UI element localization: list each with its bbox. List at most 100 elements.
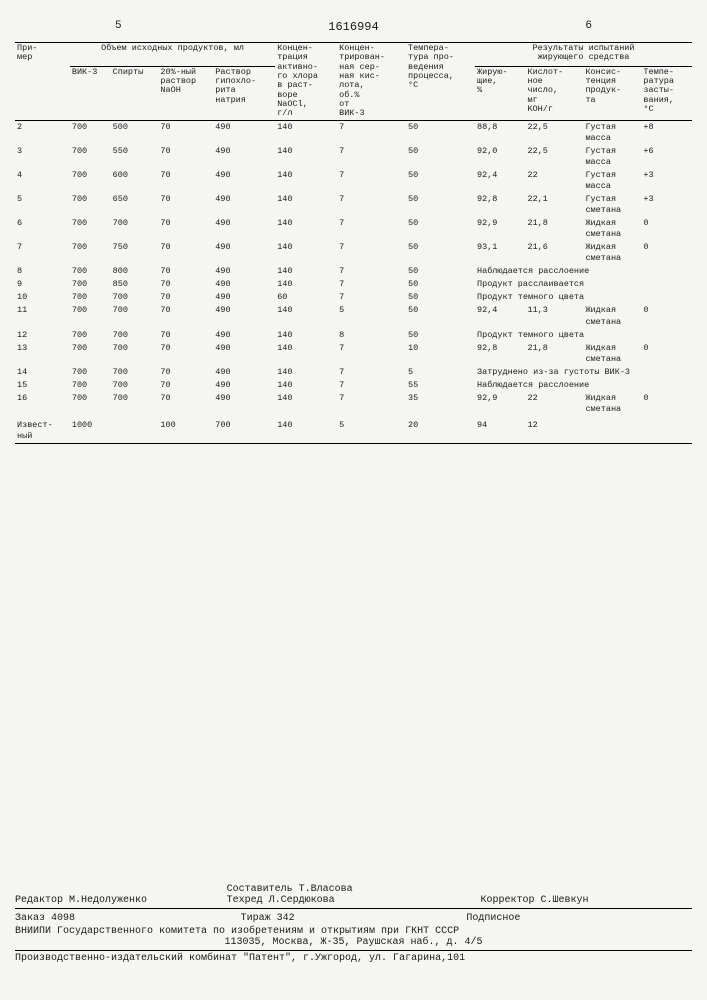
- table-cell: 700: [70, 379, 111, 392]
- table-cell: 490: [213, 278, 275, 291]
- table-cell: 92,9: [475, 217, 525, 241]
- table-cell: 700: [70, 120, 111, 145]
- table-cell: 490: [213, 342, 275, 366]
- page-left: 5: [115, 20, 122, 32]
- table-row: 77007507049014075093,121,6Жидкая сметана…: [15, 241, 692, 265]
- table-note-cell: Продукт темного цвета: [475, 291, 692, 304]
- table-cell: 92,9: [475, 392, 525, 416]
- table-cell: 800: [111, 265, 159, 278]
- table-cell: 0: [641, 392, 692, 416]
- table-row: 167007007049014073592,922Жидкая сметана0: [15, 392, 692, 416]
- table-cell: 700: [70, 265, 111, 278]
- table-cell: Жидкая сметана: [583, 392, 641, 416]
- table-cell: 5: [337, 304, 406, 328]
- table-cell: Жидкая сметана: [583, 342, 641, 366]
- table-cell: 50: [406, 120, 475, 145]
- table-cell: 7: [337, 265, 406, 278]
- table-cell: 700: [111, 217, 159, 241]
- table-cell: 92,8: [475, 342, 525, 366]
- table-cell: [583, 416, 641, 444]
- table-cell: 650: [111, 193, 159, 217]
- table-cell: 94: [475, 416, 525, 444]
- table-row: 37005507049014075092,022,5Густая масса+6: [15, 145, 692, 169]
- hdr-primer: При- мер: [15, 43, 70, 121]
- table-cell: 10: [15, 291, 70, 304]
- table-note-cell: Продукт расслаивается: [475, 278, 692, 291]
- table-cell: Густая сметана: [583, 193, 641, 217]
- table-note-cell: Наблюдается расслоение: [475, 265, 692, 278]
- table-cell: 700: [70, 278, 111, 291]
- hdr-temp: Темпера- тура про- ведения процесса, °С: [406, 43, 475, 121]
- table-cell: 600: [111, 169, 159, 193]
- table-cell: 700: [70, 217, 111, 241]
- table-cell: 1000: [70, 416, 111, 444]
- table-cell: 700: [70, 241, 111, 265]
- table-cell: 490: [213, 120, 275, 145]
- hdr-tz: Темпе- ратура засты- вания, °С: [641, 66, 692, 120]
- table-cell: 9: [15, 278, 70, 291]
- table-cell: [111, 416, 159, 444]
- table-cell: 7: [337, 379, 406, 392]
- table-cell: +3: [641, 169, 692, 193]
- table-note-cell: Наблюдается расслоение: [475, 379, 692, 392]
- table-cell: 3: [15, 145, 70, 169]
- table-cell: 700: [70, 366, 111, 379]
- table-cell: 92,0: [475, 145, 525, 169]
- table-cell: 7: [337, 217, 406, 241]
- table-cell: [641, 416, 692, 444]
- table-cell: Жидкая сметана: [583, 241, 641, 265]
- corrector: Корректор С.Шевкун: [480, 895, 692, 906]
- order-num: Заказ 4098: [15, 913, 241, 924]
- table-cell: Жидкая сметана: [583, 217, 641, 241]
- table-row: 870080070490140750Наблюдается расслоение: [15, 265, 692, 278]
- table-cell: 60: [275, 291, 337, 304]
- table-cell: 93,1: [475, 241, 525, 265]
- podpisnoe: Подписное: [466, 913, 692, 924]
- table-cell: 490: [213, 304, 275, 328]
- table-cell: 11: [15, 304, 70, 328]
- table-row: 57006507049014075092,822,1Густая сметана…: [15, 193, 692, 217]
- table-row: 107007007049060750Продукт темного цвета: [15, 291, 692, 304]
- table-cell: 21,6: [525, 241, 583, 265]
- table-cell: 50: [406, 304, 475, 328]
- table-cell: +3: [641, 193, 692, 217]
- table-cell: 70: [158, 342, 213, 366]
- vniipi-addr: 113035, Москва, Ж-35, Раушская наб., д. …: [15, 937, 692, 948]
- table-cell: 7: [337, 392, 406, 416]
- table-row: 47006007049014075092,422Густая масса+3: [15, 169, 692, 193]
- table-cell: 700: [70, 304, 111, 328]
- table-cell: 35: [406, 392, 475, 416]
- table-cell: 12: [15, 329, 70, 342]
- table-cell: 8: [337, 329, 406, 342]
- table-cell: 0: [641, 241, 692, 265]
- table-cell: 7: [337, 169, 406, 193]
- table-cell: 13: [15, 342, 70, 366]
- table-cell: 0: [641, 304, 692, 328]
- footer: Составитель Т.Власова Редактор М.Недолуж…: [15, 884, 692, 964]
- table-row: 117007007049014055092,411,3Жидкая сметан…: [15, 304, 692, 328]
- table-cell: 490: [213, 169, 275, 193]
- table-cell: 700: [111, 304, 159, 328]
- editor: Редактор М.Недолуженко: [15, 895, 227, 906]
- table-cell: 88,8: [475, 120, 525, 145]
- table-cell: 21,8: [525, 342, 583, 366]
- table-cell: 7: [337, 241, 406, 265]
- table-cell: 700: [70, 193, 111, 217]
- table-cell: 140: [275, 416, 337, 444]
- table-cell: 70: [158, 392, 213, 416]
- composer: Составитель Т.Власова: [227, 884, 481, 895]
- table-cell: 100: [158, 416, 213, 444]
- table-cell: 55: [406, 379, 475, 392]
- table-cell: 500: [111, 120, 159, 145]
- table-cell: 50: [406, 291, 475, 304]
- table-cell: 2: [15, 120, 70, 145]
- table-cell: 7: [15, 241, 70, 265]
- table-row: 147007007049014075Затруднено из-за густо…: [15, 366, 692, 379]
- hdr-kons: Консис- тенция продук- та: [583, 66, 641, 120]
- table-cell: 92,4: [475, 169, 525, 193]
- table-cell: 7: [337, 342, 406, 366]
- production: Производственно-издательский комбинат "П…: [15, 953, 692, 964]
- hdr-naoh: 20%-ный раствор NaOH: [158, 66, 213, 120]
- table-row: 1270070070490140850Продукт темного цвета: [15, 329, 692, 342]
- table-cell: 70: [158, 329, 213, 342]
